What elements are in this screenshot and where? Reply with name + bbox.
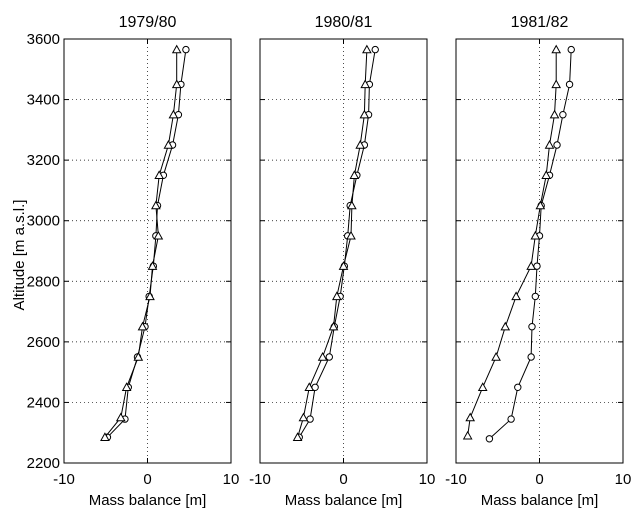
- data-point-triangle: [338, 261, 349, 270]
- series-line-triangle: [467, 49, 557, 436]
- data-point-triangle: [151, 200, 161, 210]
- series-line-triangle: [297, 49, 368, 438]
- panel-title: 1979/80: [119, 14, 177, 31]
- data-point-triangle: [551, 44, 562, 54]
- y-tick-label: 3200: [27, 152, 60, 169]
- data-point-triangle: [147, 261, 158, 270]
- data-point-circle: [507, 415, 515, 423]
- data-point-triangle: [355, 139, 366, 149]
- chart-panel-2: -10 0 10 1980/81 Mass balance [m]: [249, 14, 435, 509]
- data-point-triangle: [145, 291, 155, 301]
- data-point-triangle: [551, 79, 562, 89]
- data-point-triangle: [304, 382, 315, 391]
- data-point-triangle: [541, 170, 552, 179]
- data-point-triangle: [331, 291, 342, 301]
- data-point-triangle: [491, 351, 501, 361]
- x-tick-label: 10: [419, 471, 436, 488]
- x-tick-label: 10: [615, 471, 632, 488]
- data-point-triangle: [100, 432, 110, 441]
- x-tick-label: 0: [535, 471, 543, 488]
- data-point-circle: [528, 323, 536, 331]
- x-tick-label: 0: [143, 471, 151, 488]
- data-point-circle: [182, 45, 190, 54]
- data-point-triangle: [549, 109, 560, 119]
- x-tick-label: -10: [53, 471, 75, 488]
- y-tick-label: 3600: [27, 31, 60, 48]
- panels: -10 0 10 2200 2400 2600 2800 3000 3200 3400 3600 19…: [27, 14, 632, 509]
- series-line-triangle: [104, 49, 178, 438]
- data-point-circle: [527, 353, 535, 361]
- y-tick-label: 2400: [27, 394, 60, 411]
- data-point-triangle: [168, 109, 179, 119]
- data-point-triangle: [359, 109, 370, 119]
- x-tick-label: -10: [249, 471, 271, 488]
- x-tick-label: 0: [339, 471, 347, 488]
- x-axis-label: Mass balance [m]: [481, 492, 599, 509]
- data-point-circle: [514, 383, 522, 391]
- data-point-triangle: [346, 230, 356, 240]
- data-point-triangle: [360, 79, 371, 89]
- chart-panel-3: -10 0 10 1981/82 Mass balance [m]: [445, 14, 631, 509]
- panel-title: 1980/81: [315, 14, 373, 31]
- data-point-triangle: [137, 321, 148, 331]
- y-tick-label: 2200: [27, 455, 60, 472]
- data-point-circle: [485, 435, 494, 443]
- data-point-triangle: [154, 170, 165, 179]
- data-point-triangle: [349, 170, 360, 179]
- data-point-triangle: [530, 230, 541, 240]
- data-point-triangle: [462, 430, 473, 440]
- data-point-triangle: [115, 412, 126, 422]
- x-tick-label: 10: [223, 471, 240, 488]
- data-point-triangle: [477, 382, 488, 391]
- data-point-circle: [553, 141, 561, 149]
- data-point-circle: [559, 111, 567, 119]
- data-point-triangle: [298, 412, 309, 422]
- series-line-circle: [107, 49, 187, 438]
- y-tick-label: 2600: [27, 334, 60, 351]
- data-point-triangle: [347, 200, 357, 210]
- data-point-triangle: [171, 44, 182, 54]
- data-point-triangle: [133, 351, 144, 361]
- panel-title: 1981/82: [511, 14, 569, 31]
- data-point-triangle: [362, 44, 372, 54]
- y-tick-label: 2800: [27, 273, 60, 290]
- data-point-circle: [567, 45, 575, 54]
- series-line-circle: [298, 49, 376, 438]
- data-point-triangle: [544, 139, 555, 149]
- data-point-circle: [531, 292, 540, 301]
- data-point-triangle: [292, 432, 303, 441]
- y-axis-label: Altitude [m a.s.l.]: [11, 200, 28, 311]
- data-point-circle: [565, 80, 574, 89]
- x-axis-label: Mass balance [m]: [89, 492, 207, 509]
- data-point-triangle: [121, 382, 132, 391]
- data-point-circle: [371, 45, 379, 54]
- data-point-triangle: [500, 321, 511, 331]
- chart-panel-1: -10 0 10 2200 2400 2600 2800 3000 3200 3400 3600 19…: [27, 14, 240, 509]
- y-tick-label: 3400: [27, 92, 60, 109]
- x-tick-label: -10: [445, 471, 467, 488]
- y-tick-label: 3000: [27, 213, 60, 230]
- data-point-triangle: [171, 79, 182, 89]
- data-point-triangle: [153, 230, 164, 240]
- data-point-triangle: [465, 412, 476, 422]
- series-line-circle: [489, 49, 572, 440]
- data-point-triangle: [535, 200, 546, 210]
- data-point-triangle: [511, 291, 521, 301]
- data-point-triangle: [317, 351, 328, 361]
- data-point-triangle: [526, 261, 536, 270]
- data-point-triangle: [328, 321, 339, 331]
- data-point-circle: [306, 415, 314, 423]
- data-point-triangle: [163, 139, 174, 149]
- x-axis-label: Mass balance [m]: [285, 492, 403, 509]
- data-point-circle: [325, 353, 334, 361]
